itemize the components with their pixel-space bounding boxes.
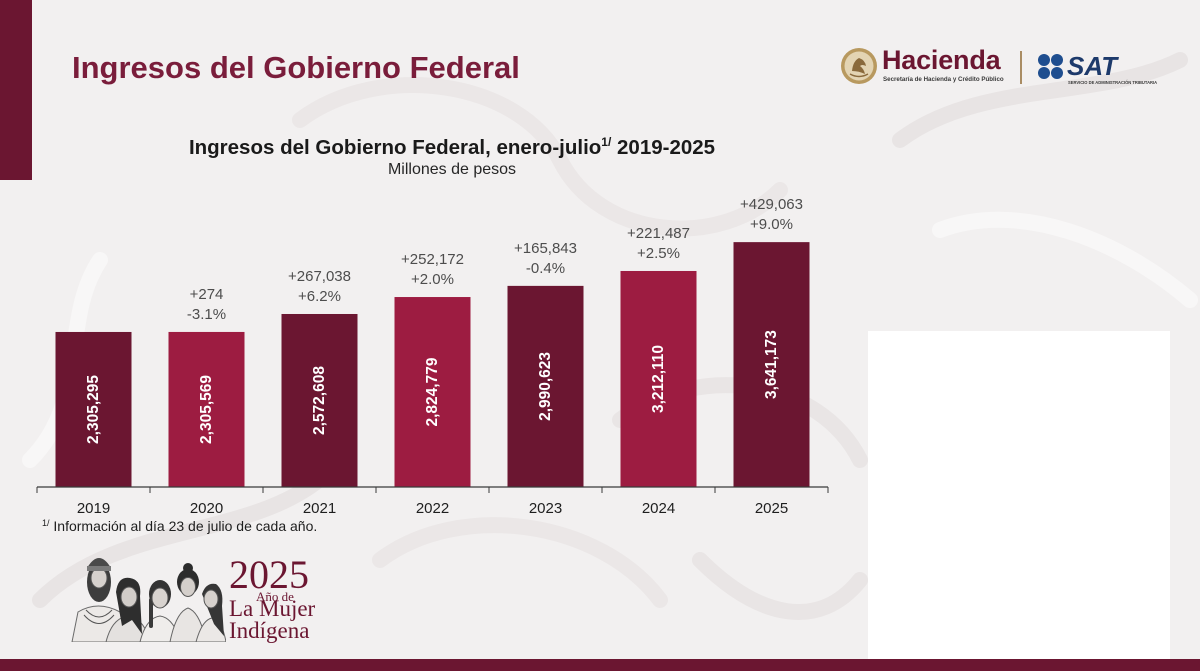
change-label-2020: +274 [190, 286, 224, 303]
bar-2019 [55, 331, 132, 487]
bar-2020 [168, 331, 245, 487]
percent-label-2024: +2.5% [637, 245, 680, 262]
bar-2022 [394, 297, 471, 487]
change-label-2025: +429,063 [740, 196, 803, 213]
emblem-line-3: Indígena [229, 618, 310, 643]
blank-panel [868, 331, 1170, 659]
national-seal-icon [841, 48, 877, 84]
change-label-2022: +252,172 [401, 251, 464, 268]
emblem-line-1: Año de [256, 589, 294, 604]
x-tick-label-2024: 2024 [642, 500, 675, 517]
chart-title-text: Ingresos del Gobierno Federal, enero-jul… [188, 136, 602, 159]
bar-2024 [620, 270, 697, 487]
bar-2021 [281, 313, 358, 487]
woman-figure-3 [139, 580, 181, 642]
change-label-2021: +267,038 [288, 268, 351, 285]
percent-label-2023: -0.4% [526, 260, 565, 277]
woman-figure-5 [195, 583, 226, 642]
bar-value-label-2024: 3,212,110 [650, 345, 667, 413]
logo-separator [1020, 51, 1022, 84]
bar-2023 [507, 285, 584, 487]
change-label-2023: +165,843 [514, 240, 577, 257]
sat-logo-subtitle: SERVICIO DE ADMINISTRACIÓN TRIBUTARIA [1068, 80, 1158, 85]
emblem-year: 2025 [229, 552, 309, 597]
percent-label-2021: +6.2% [298, 288, 341, 305]
bar-2025 [733, 242, 810, 487]
footnote-marker: 1/ [42, 518, 50, 528]
chart-title-footnote-ref: 1/ [601, 135, 612, 149]
sat-logo-name: SAT [1067, 51, 1118, 81]
x-tick-label-2021: 2021 [303, 500, 336, 517]
chart-subtitle: Millones de pesos [387, 161, 517, 178]
chart-title-period: 2019-2025 [617, 136, 716, 159]
percent-label-2025: +9.0% [750, 216, 793, 233]
bar-value-label-2025: 3,641,173 [763, 330, 780, 399]
page-title: Ingresos del Gobierno Federal [72, 50, 520, 85]
bar-value-label-2023: 2,990,623 [537, 352, 554, 421]
x-tick-label-2020: 2020 [190, 500, 223, 517]
percent-label-2020: -3.1% [187, 306, 226, 323]
bar-chart: 2,305,295 2019 2,305,569 +274 -3.1% 2020 2,572… [36, 196, 829, 517]
woman-figure-2 [105, 577, 151, 642]
percent-label-2022: +2.0% [411, 271, 454, 288]
footnote-text: Información al día 23 de julio de cada a… [53, 518, 318, 534]
sat-dots-icon [1038, 54, 1063, 79]
indigenous-women-illustration [71, 558, 226, 642]
bar-value-label-2021: 2,572,608 [311, 366, 328, 435]
x-tick-label-2019: 2019 [77, 500, 110, 517]
x-tick-label-2022: 2022 [416, 500, 449, 517]
hacienda-logo-name: Hacienda [882, 45, 1001, 75]
chart-title: Ingresos del Gobierno Federal, enero-jul… [0, 135, 904, 162]
footnote: 1/ Información al día 23 de julio de cad… [42, 518, 317, 536]
x-tick-label-2025: 2025 [755, 500, 788, 517]
change-label-2024: +221,487 [627, 225, 690, 242]
hacienda-logo-subtitle: Secretaría de Hacienda y Crédito Público [883, 76, 1004, 83]
emblem-line-2: La Mujer [229, 596, 316, 621]
bar-value-label-2022: 2,824,779 [424, 357, 441, 426]
bottom-accent-strip [0, 659, 1200, 671]
bar-value-label-2020: 2,305,569 [198, 375, 215, 444]
x-tick-label-2023: 2023 [529, 500, 562, 517]
bar-value-label-2019: 2,305,295 [85, 375, 102, 444]
corner-accent-bar [0, 0, 32, 180]
